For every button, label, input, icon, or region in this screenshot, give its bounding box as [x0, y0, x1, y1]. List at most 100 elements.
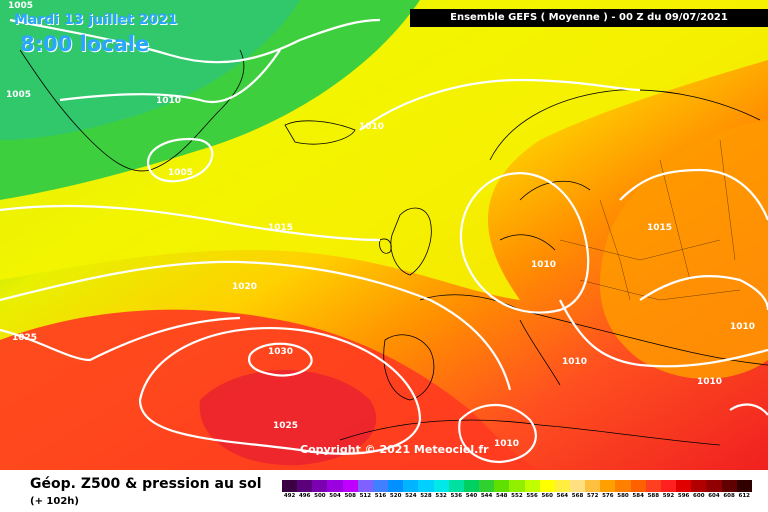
isobar-label: 1005	[8, 1, 33, 11]
legend-tick-label: 516	[374, 493, 387, 499]
legend-swatch	[539, 480, 555, 492]
iberia-coast	[383, 334, 435, 401]
legend-tick-label: 580	[617, 493, 629, 499]
legend-swatch	[630, 480, 646, 492]
legend-tick-label: 536	[450, 493, 463, 499]
isobar-label: 1010	[156, 96, 181, 106]
copyright-text: Copyright © 2021 Meteociel.fr	[300, 443, 489, 456]
isobar-label: 1010	[697, 377, 722, 387]
legend-swatch	[569, 480, 586, 492]
legend-swatch	[721, 480, 737, 492]
isobar-label: 1010	[359, 122, 384, 132]
isobar-label: 1010	[562, 357, 587, 367]
isobar-east-edge	[729, 403, 768, 416]
legend-tick-label: 512	[359, 493, 372, 499]
pressure-map: 1005 1005 1010 1005 1010 1015 1015 1010 …	[0, 0, 768, 470]
legend-swatch	[372, 480, 389, 492]
legend-tick-label: 532	[435, 493, 447, 499]
legend-tick-label: 576	[602, 493, 614, 499]
legend-tick-label: 572	[586, 493, 599, 499]
legend-swatch	[645, 480, 661, 492]
legend-tick-label: 588	[647, 493, 660, 499]
legend-tick-label: 540	[465, 493, 478, 499]
isobar-1015-atlantic	[0, 204, 381, 242]
isobar-label: 1005	[168, 168, 193, 178]
country-borders	[559, 139, 741, 301]
isobar-1025-high	[138, 326, 422, 455]
isobar-1025-west	[0, 316, 241, 362]
isobar-label: 1025	[12, 333, 37, 343]
legend-swatch	[479, 480, 495, 492]
isobar-label: 1010	[494, 439, 519, 449]
isobar-1005-greenland	[147, 137, 214, 183]
isobar-label: 1010	[531, 260, 556, 270]
legend-tick-label: 528	[420, 493, 432, 499]
british-isles-coast	[390, 207, 432, 276]
run-info-banner: Ensemble GEFS ( Moyenne ) - 00 Z du 09/0…	[410, 9, 768, 27]
legend-tick-label: 584	[632, 493, 644, 499]
legend-swatch	[282, 480, 298, 492]
legend-tick-label: 520	[389, 493, 402, 499]
legend-swatch	[524, 480, 540, 492]
iceland-coast	[284, 120, 356, 145]
legend-tick-label: 608	[723, 493, 735, 499]
legend-swatch	[403, 480, 419, 492]
legend-swatch	[554, 480, 570, 492]
forecast-date: Mardi 13 juillet 2021	[14, 12, 178, 28]
geopotential-zone-lower	[0, 0, 300, 140]
legend-tick-label: 504	[329, 493, 341, 499]
italy-coast	[519, 319, 561, 386]
legend-swatch	[463, 480, 480, 492]
legend-tick-label: 604	[708, 493, 720, 499]
europe-south-coast	[419, 294, 768, 366]
legend-swatch	[433, 480, 449, 492]
legend-tick-label: 568	[571, 493, 584, 499]
isobar-1010-east	[559, 299, 768, 368]
isobars	[0, 18, 768, 464]
isobar-1010-greenland	[59, 49, 281, 103]
legend-swatch	[342, 480, 358, 492]
geopotential-zone-peak	[199, 370, 377, 466]
isobar-1010-northeast	[639, 274, 768, 311]
geopotential-zone-mid	[0, 0, 768, 300]
forecast-local-time: 8:00 locale	[20, 32, 150, 56]
legend-swatch	[312, 480, 328, 492]
isobar-label: 1005	[6, 90, 31, 100]
isobar-label: 1020	[232, 282, 257, 292]
isobar-1020	[0, 260, 512, 391]
legend-swatch	[357, 480, 373, 492]
north-africa-coast	[339, 419, 721, 446]
legend-swatch	[388, 480, 404, 492]
legend-swatch	[494, 480, 510, 492]
isobar-1010-mediterranean	[458, 403, 537, 464]
legend-tick-label: 552	[511, 493, 523, 499]
legend-tick-label: 548	[496, 493, 508, 499]
legend-swatch	[448, 480, 464, 492]
legend-tick-label: 560	[541, 493, 553, 499]
legend-swatch	[600, 480, 616, 492]
legend-swatches	[282, 480, 752, 492]
legend-tick-label: 564	[556, 493, 569, 499]
legend-tick-label: 508	[344, 493, 356, 499]
geopotential-zone-high-east	[600, 120, 768, 379]
legend-swatch	[615, 480, 631, 492]
legend-swatch	[706, 480, 722, 492]
legend-tick-label: 612	[738, 493, 750, 499]
legend-swatch	[691, 480, 707, 492]
coastlines	[19, 49, 768, 446]
legend-tick-label: 556	[526, 493, 538, 499]
isobar-label: 1025	[273, 421, 298, 431]
legend-tick-label: 600	[693, 493, 705, 499]
isobar-label: 1010	[730, 322, 755, 332]
legend-ticks: 492 496 500 504 508 512 516 520 524 528 532 536 540 5…	[282, 493, 752, 499]
color-scale-legend: 492 496 500 504 508 512 516 520 524 528 532 536 540 5…	[282, 480, 752, 499]
map-title: Géop. Z500 & pression au sol	[30, 476, 262, 492]
legend-swatch	[676, 480, 692, 492]
legend-swatch	[418, 480, 434, 492]
legend-tick-label: 596	[677, 493, 690, 499]
forecast-lead-time: (+ 102h)	[30, 496, 79, 507]
isobar-1030	[248, 342, 313, 377]
map-footer: Géop. Z500 & pression au sol (+ 102h) 49…	[0, 470, 768, 512]
isobar-label: 1015	[647, 223, 672, 233]
